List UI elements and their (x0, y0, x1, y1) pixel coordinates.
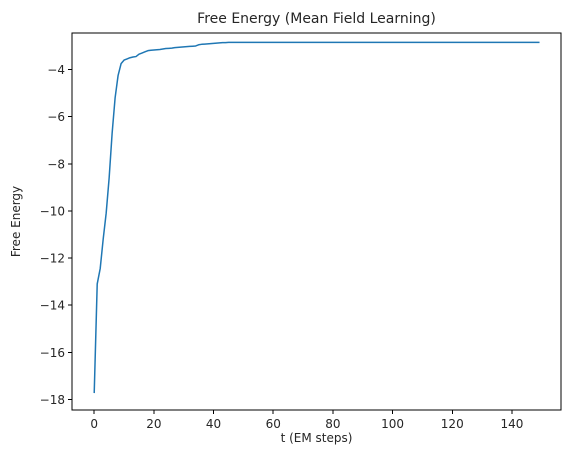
x-tick-label: 0 (90, 417, 98, 431)
x-tick-label: 100 (381, 417, 404, 431)
y-tick-label: −14 (40, 299, 65, 313)
y-tick-label: −10 (40, 204, 65, 218)
x-tick-label: 120 (441, 417, 464, 431)
y-tick-label: −8 (47, 157, 65, 171)
series-line-1 (93, 41, 540, 394)
x-axis: 0 20 40 60 80 100 120 140 (90, 410, 523, 431)
y-tick-label: −16 (40, 346, 65, 360)
y-tick-label: −4 (47, 63, 65, 77)
y-axis: −18 −16 −14 −12 −10 −8 −6 −4 (40, 63, 72, 407)
x-tick-label: 140 (500, 417, 523, 431)
y-tick-label: −18 (40, 393, 65, 407)
x-axis-label: t (EM steps) (281, 431, 353, 445)
chart-title: Free Energy (Mean Field Learning) (197, 11, 436, 27)
y-axis-label: Free Energy (9, 186, 23, 257)
axes-frame (71, 32, 562, 411)
y-tick-label: −6 (47, 110, 65, 124)
x-tick-label: 20 (146, 417, 161, 431)
x-tick-label: 60 (266, 417, 281, 431)
plot-area (71, 32, 562, 411)
series-layer (93, 41, 540, 394)
x-tick-label: 40 (206, 417, 221, 431)
y-tick-label: −12 (40, 252, 65, 266)
x-tick-label: 80 (325, 417, 340, 431)
axes-background (72, 33, 561, 410)
